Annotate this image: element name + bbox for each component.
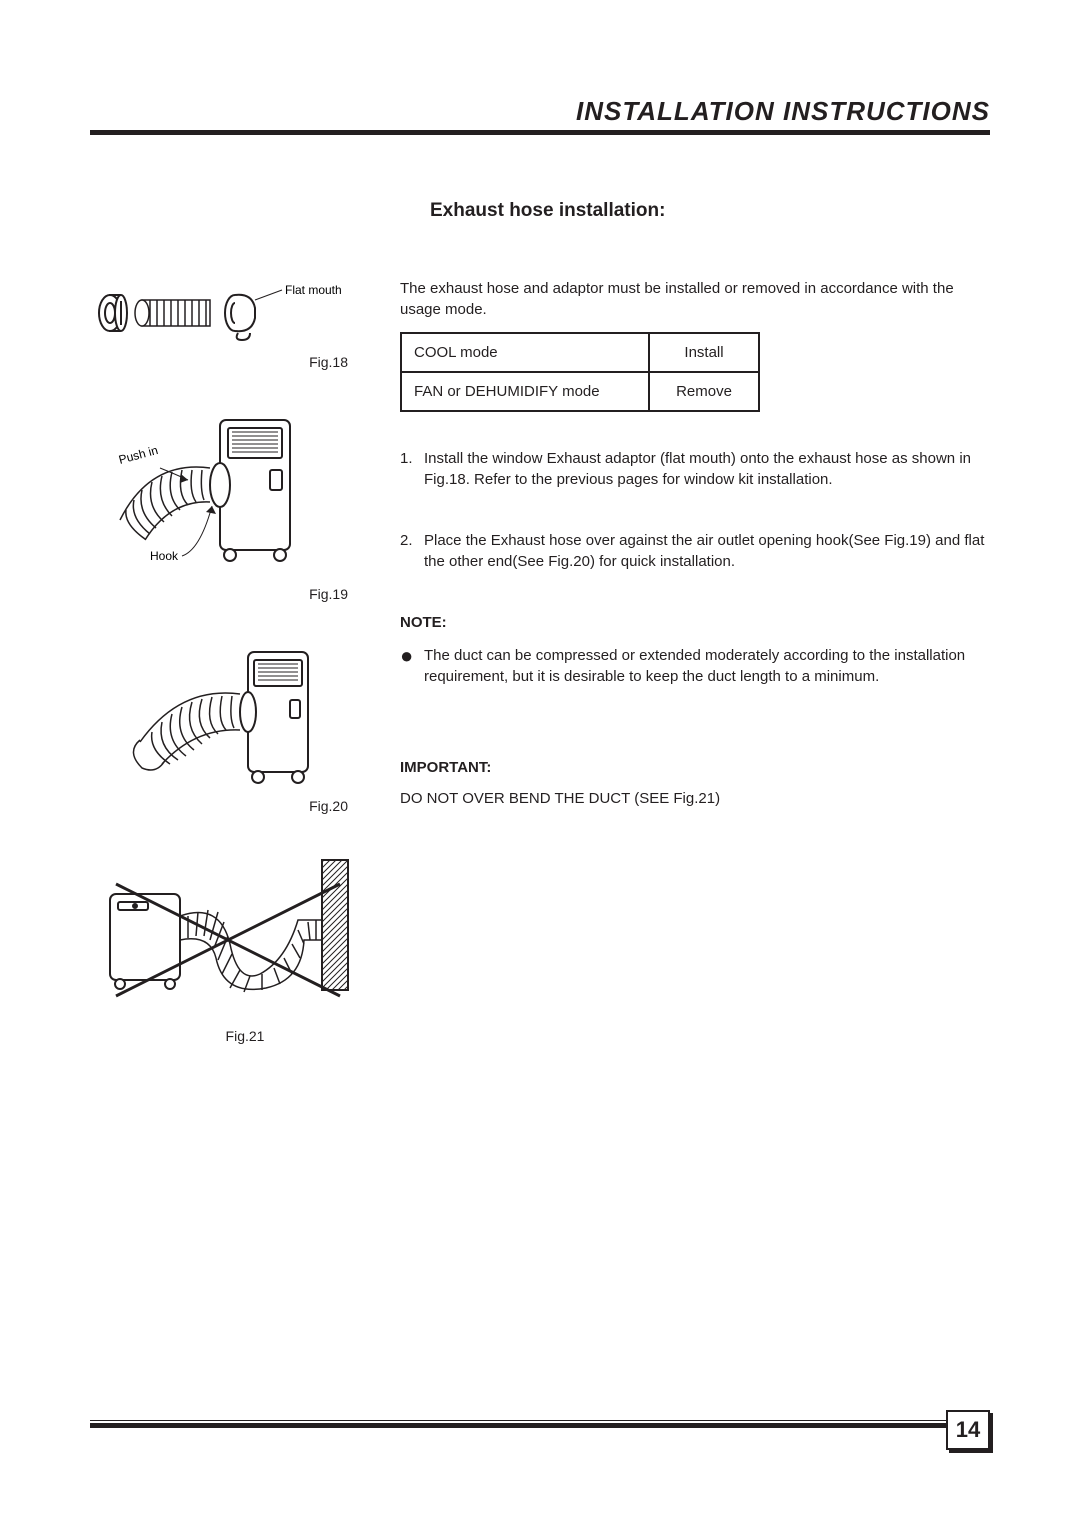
- important-heading: IMPORTANT:: [400, 757, 990, 778]
- footer-rule-thin: [90, 1420, 990, 1422]
- step-body: Place the Exhaust hose over against the …: [424, 530, 990, 572]
- mode-cell: COOL mode: [401, 333, 649, 372]
- figures-column: Flat mouth Fig.18: [90, 278, 400, 1084]
- mode-cell: FAN or DEHUMIDIFY mode: [401, 372, 649, 411]
- fig18-caption: Fig.18: [90, 354, 400, 370]
- header-rule: [90, 130, 990, 135]
- header-title: INSTALLATION INSTRUCTIONS: [576, 96, 990, 127]
- intro-text: The exhaust hose and adaptor must be ins…: [400, 278, 990, 320]
- figure-21: Fig.21: [90, 854, 400, 1044]
- section-title: Exhaust hose installation:: [430, 200, 990, 222]
- fig20-caption: Fig.20: [90, 798, 400, 814]
- fig21-caption: Fig.21: [90, 1028, 400, 1044]
- figure-18: Flat mouth Fig.18: [90, 278, 400, 370]
- action-cell: Remove: [649, 372, 759, 411]
- table-row: FAN or DEHUMIDIFY mode Remove: [401, 372, 759, 411]
- step-2: 2. Place the Exhaust hose over against t…: [400, 530, 990, 572]
- label-hook: Hook: [150, 549, 179, 563]
- action-cell: Install: [649, 333, 759, 372]
- note-heading: NOTE:: [400, 612, 990, 633]
- page-number: 14: [946, 1410, 990, 1450]
- bullet-icon: ●: [400, 645, 424, 687]
- important-body: DO NOT OVER BEND THE DUCT (SEE Fig.21): [400, 788, 990, 809]
- fig19-caption: Fig.19: [90, 586, 400, 602]
- text-column: The exhaust hose and adaptor must be ins…: [400, 278, 990, 1084]
- figure-20: Fig.20: [90, 642, 400, 814]
- note-body: The duct can be compressed or extended m…: [424, 645, 990, 687]
- mode-table: COOL mode Install FAN or DEHUMIDIFY mode…: [400, 332, 760, 412]
- step-number: 2.: [400, 530, 424, 572]
- label-push-in: Push in: [117, 443, 159, 467]
- table-row: COOL mode Install: [401, 333, 759, 372]
- step-body: Install the window Exhaust adaptor (flat…: [424, 448, 990, 490]
- label-flat-mouth: Flat mouth: [285, 283, 342, 297]
- step-1: 1. Install the window Exhaust adaptor (f…: [400, 448, 990, 490]
- step-number: 1.: [400, 448, 424, 490]
- footer-rule-thick: [90, 1423, 990, 1428]
- note-bullet: ● The duct can be compressed or extended…: [400, 645, 990, 687]
- figure-19: Push in Hook Fig.19: [90, 410, 400, 602]
